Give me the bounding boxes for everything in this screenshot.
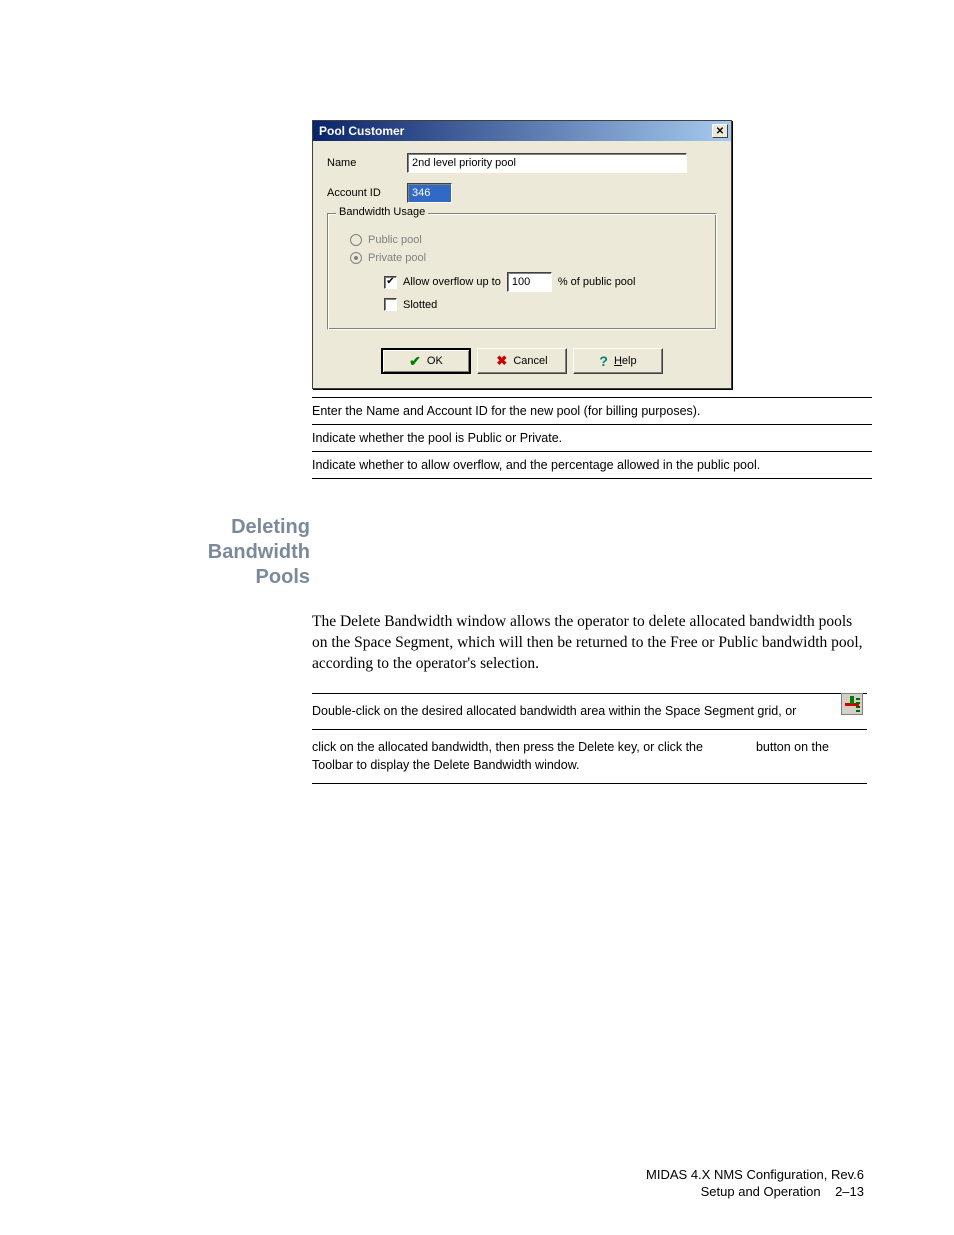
dialog-title: Pool Customer [319, 124, 404, 138]
instruction-line: Indicate whether to allow overflow, and … [312, 452, 872, 479]
delete-bandwidth-toolbar-icon [841, 693, 863, 715]
cancel-button[interactable]: ✖ Cancel [477, 348, 567, 374]
name-label: Name [327, 157, 407, 169]
account-id-input[interactable] [407, 183, 452, 203]
section-heading: Deleting Bandwidth Pools [130, 515, 310, 590]
cancel-label: Cancel [513, 355, 547, 367]
private-pool-radio[interactable]: Private pool [350, 252, 704, 264]
slotted-label: Slotted [403, 299, 437, 311]
close-icon[interactable]: ✕ [712, 124, 728, 138]
allow-overflow-checkbox[interactable]: ✔ [384, 276, 397, 289]
bandwidth-usage-group: Bandwidth Usage Public pool Private pool… [327, 213, 717, 330]
x-icon: ✖ [496, 353, 507, 369]
overflow-label-post: % of public pool [558, 276, 636, 288]
radio-label: Public pool [368, 234, 422, 246]
dialog-titlebar[interactable]: Pool Customer ✕ [313, 121, 731, 141]
section-heading-line: Deleting Bandwidth [130, 515, 310, 565]
instruction-line: Double-click on the desired allocated ba… [312, 693, 867, 730]
footer-line: Setup and Operation 2–13 [646, 1183, 864, 1201]
group-legend: Bandwidth Usage [336, 206, 428, 218]
ok-label: OK [427, 355, 443, 367]
question-icon: ? [599, 353, 608, 369]
help-button[interactable]: ? Help [573, 348, 663, 374]
overflow-label-pre: Allow overflow up to [403, 276, 501, 288]
instruction-line: click on the allocated bandwidth, then p… [312, 730, 867, 785]
help-label: Help [614, 355, 637, 367]
slotted-row: Slotted [384, 298, 696, 311]
overflow-percent-input[interactable] [507, 272, 552, 292]
pool-customer-dialog: Pool Customer ✕ Name Account ID Bandwidt… [312, 120, 732, 389]
instruction-block: Enter the Name and Account ID for the ne… [312, 397, 872, 479]
ok-button[interactable]: ✔ OK [381, 348, 471, 374]
name-input[interactable] [407, 153, 687, 173]
section-heading-line: Pools [130, 565, 310, 590]
public-pool-radio[interactable]: Public pool [350, 234, 704, 246]
radio-icon [350, 234, 362, 246]
body-paragraph: The Delete Bandwidth window allows the o… [312, 612, 867, 675]
instruction-line: Enter the Name and Account ID for the ne… [312, 397, 872, 425]
radio-icon [350, 252, 362, 264]
page-footer: MIDAS 4.X NMS Configuration, Rev.6 Setup… [646, 1166, 864, 1201]
instr2-pre: click on the allocated bandwidth, then p… [312, 740, 703, 754]
allow-overflow-row: ✔ Allow overflow up to % of public pool [384, 272, 696, 292]
account-id-label: Account ID [327, 187, 407, 199]
instruction-line: Indicate whether the pool is Public or P… [312, 425, 872, 452]
check-icon: ✔ [409, 353, 421, 370]
footer-line: MIDAS 4.X NMS Configuration, Rev.6 [646, 1166, 864, 1184]
slotted-checkbox[interactable] [384, 298, 397, 311]
instruction-block-2: Double-click on the desired allocated ba… [312, 693, 867, 784]
radio-label: Private pool [368, 252, 426, 264]
